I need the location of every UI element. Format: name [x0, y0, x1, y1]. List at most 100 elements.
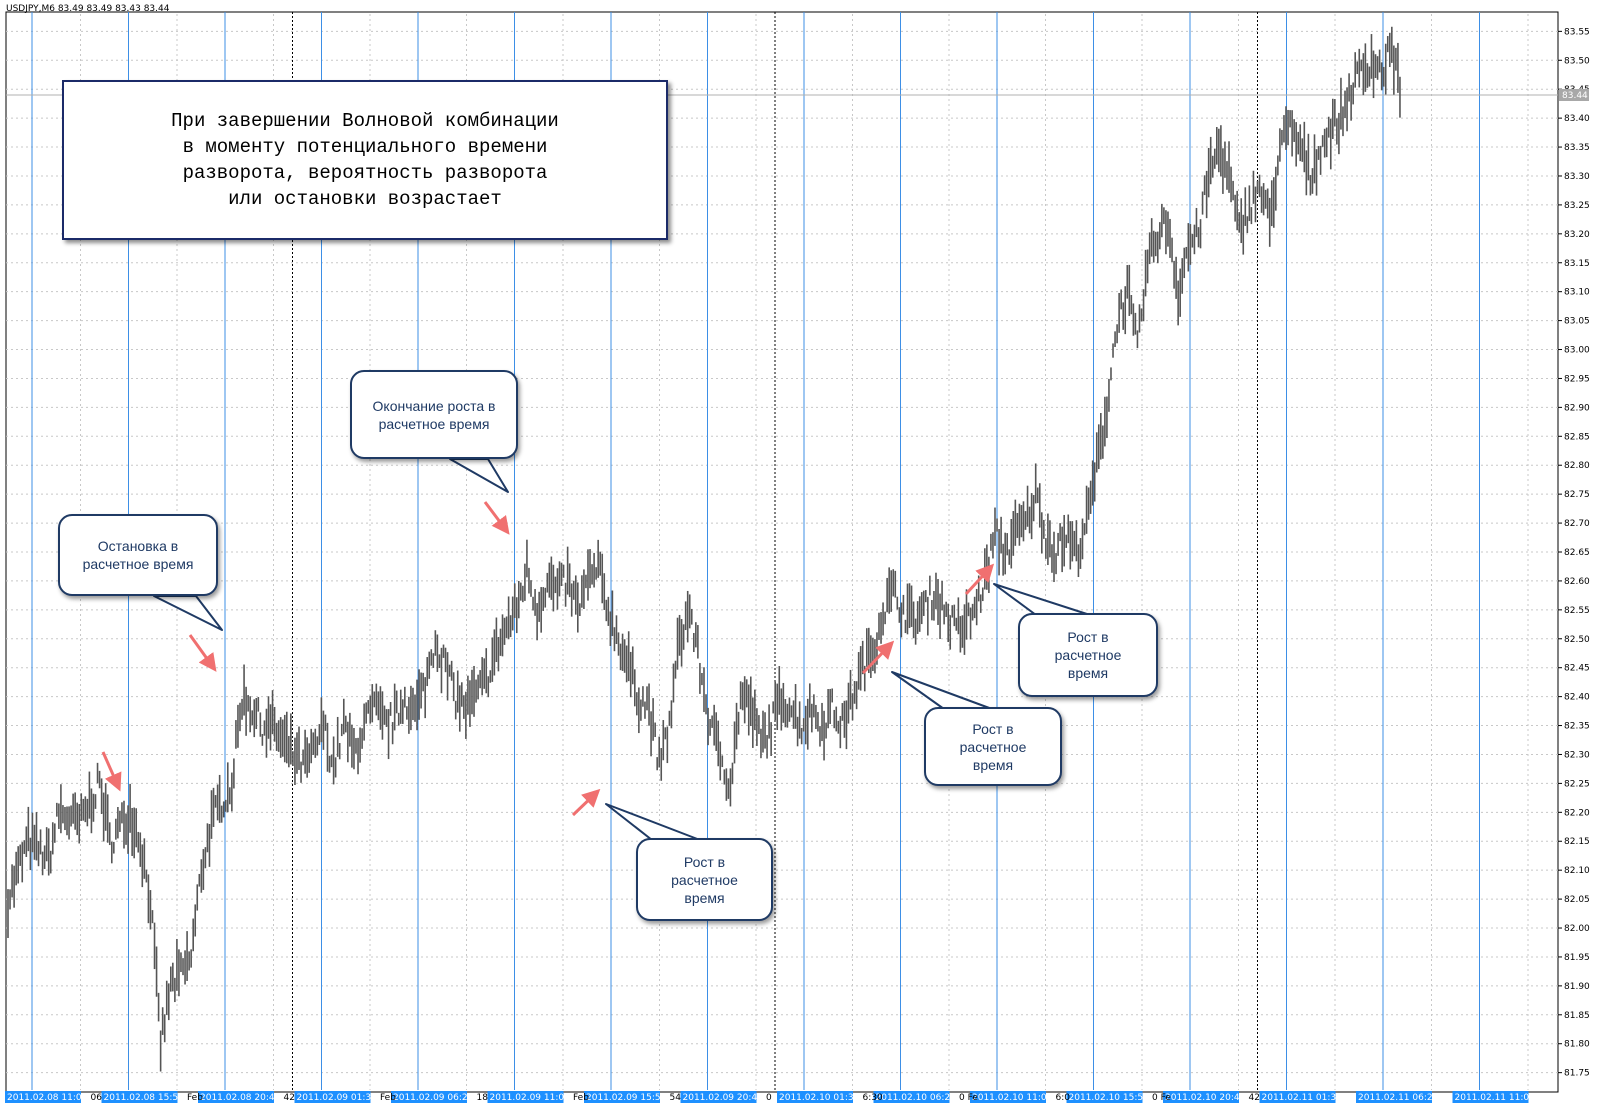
x-tick-fragment: 6:0: [1056, 1093, 1071, 1103]
x-tick-label: 2011.02.10 01:32: [779, 1093, 859, 1103]
y-tick-label: 82.20: [1564, 808, 1590, 818]
x-tick-label: 2011.02.08 11:08: [7, 1093, 88, 1103]
red-arrow-6: [964, 563, 995, 596]
x-tick-fragment: 0 Fe: [1152, 1093, 1171, 1103]
y-tick-label: 82.55: [1564, 606, 1590, 616]
current-price-label-bg: [1559, 88, 1589, 101]
y-tick-label: 83.40: [1564, 114, 1590, 124]
x-tick-label: 2011.02.11 01:32: [1262, 1093, 1342, 1103]
red-arrow-1: [101, 751, 122, 792]
x-label-bg: [1259, 1091, 1336, 1103]
annotation-main-text: При завершении Волновой комбинации в мом…: [171, 110, 559, 210]
x-tick-fragment: 06: [91, 1093, 103, 1103]
y-tick-label: 82.85: [1564, 432, 1590, 442]
price-bars: [7, 26, 1401, 1072]
y-tick-label: 82.05: [1564, 895, 1590, 905]
y-tick-label: 83.25: [1564, 201, 1590, 211]
y-tick-label: 82.00: [1564, 924, 1590, 934]
y-tick-label: 82.45: [1564, 664, 1590, 674]
x-tick-label: 2011.02.08 20:44: [200, 1093, 281, 1103]
x-label-bg: [101, 1091, 178, 1103]
y-tick-label: 82.10: [1564, 866, 1590, 876]
y-tick-label: 81.75: [1564, 1069, 1590, 1079]
annotation-main-box: При завершении Волновой комбинации в мом…: [62, 80, 668, 240]
x-tick-label: 2011.02.10 20:44: [1165, 1093, 1246, 1103]
y-tick-label: 82.75: [1564, 490, 1590, 500]
x-tick-label: 2011.02.10 06:20: [876, 1093, 957, 1103]
x-tick-fragment: 42: [284, 1093, 295, 1103]
x-tick-fragment: Feb: [573, 1093, 589, 1103]
y-tick-label: 82.35: [1564, 722, 1590, 732]
x-label-bg: [970, 1091, 1046, 1103]
x-tick-fragment: 0 Fe: [959, 1093, 978, 1103]
x-tick-label: 2011.02.10 15:56: [1069, 1093, 1150, 1103]
x-tick-label: 2011.02.10 11:08: [972, 1093, 1053, 1103]
y-tick-label: 82.25: [1564, 779, 1590, 789]
y-tick-label: 83.15: [1564, 259, 1590, 269]
y-tick-label: 81.95: [1564, 953, 1590, 963]
y-tick-label: 83.20: [1564, 230, 1590, 240]
x-label-bg: [1452, 1091, 1529, 1103]
y-tick-label: 82.65: [1564, 548, 1590, 558]
x-tick-label: 2011.02.11 11:08: [1455, 1093, 1536, 1103]
y-tick-label: 83.50: [1564, 56, 1590, 66]
x-tick-label: 2011.02.09 20:44: [683, 1093, 764, 1103]
y-tick-label: 82.15: [1564, 837, 1590, 847]
x-label-bg: [873, 1091, 950, 1103]
callout-tail-2: [449, 458, 509, 493]
x-tick-fragment: Feb: [187, 1093, 203, 1103]
x-tick-fragment: 54: [670, 1093, 682, 1103]
callout-tail-1: [153, 595, 223, 631]
x-tick-label: 2011.02.08 15:56: [104, 1093, 185, 1103]
x-tick-fragment: 6:30: [863, 1093, 883, 1103]
x-label-bg: [391, 1091, 467, 1103]
y-tick-label: 82.90: [1564, 403, 1590, 413]
y-tick-label: 82.30: [1564, 750, 1590, 760]
y-tick-label: 81.85: [1564, 1011, 1590, 1021]
red-arrow-2: [188, 634, 217, 672]
y-tick-label: 82.60: [1564, 577, 1590, 587]
y-tick-label: 83.30: [1564, 172, 1590, 182]
callout-growth-2: Рост в расчетное время: [924, 707, 1062, 786]
red-arrow-4: [571, 788, 601, 817]
y-tick-label: 83.00: [1564, 346, 1590, 356]
x-label-bg: [198, 1091, 274, 1103]
x-label-bg: [1066, 1091, 1143, 1103]
x-tick-label: 2011.02.11 06:20: [1358, 1093, 1439, 1103]
y-tick-label: 82.40: [1564, 693, 1590, 703]
y-tick-label: 83.05: [1564, 317, 1590, 327]
y-tick-label: 83.10: [1564, 288, 1590, 298]
x-tick-fragment: 0: [766, 1093, 772, 1103]
x-tick-label: 2011.02.09 01:32: [297, 1093, 377, 1103]
x-label-bg: [5, 1091, 81, 1103]
callout-growth-1: Рост в расчетное время: [636, 838, 773, 921]
x-label-bg: [487, 1091, 564, 1103]
y-tick-label: 82.70: [1564, 519, 1590, 529]
red-arrow-5: [861, 640, 895, 675]
x-tick-label: 2011.02.09 11:08: [490, 1093, 571, 1103]
y-tick-label: 81.80: [1564, 1040, 1590, 1050]
callout-growth-3: Рост в расчетное время: [1018, 613, 1158, 697]
x-tick-label: 2011.02.09 06:20: [393, 1093, 474, 1103]
y-tick-label: 82.80: [1564, 461, 1590, 471]
x-tick-fragment: Feb: [380, 1093, 396, 1103]
x-tick-fragment: 18: [477, 1093, 489, 1103]
y-tick-label: 83.35: [1564, 143, 1590, 153]
y-tick-label: 83.55: [1564, 27, 1590, 37]
y-tick-label: 82.50: [1564, 635, 1590, 645]
current-price-label: 83.44: [1562, 91, 1588, 101]
x-label-bg: [1356, 1091, 1432, 1103]
chart-title: USDJPY,M6 83.49 83.49 83.43 83.44: [6, 4, 170, 14]
y-tick-label: 81.90: [1564, 982, 1590, 992]
x-label-bg: [777, 1091, 853, 1103]
y-tick-label: 82.95: [1564, 374, 1590, 384]
x-label-bg: [294, 1091, 371, 1103]
x-tick-fragment: 42: [1249, 1093, 1260, 1103]
callout-end-growth: Окончание роста в расчетное время: [350, 370, 518, 459]
x-label-bg: [584, 1091, 660, 1103]
x-label-bg: [680, 1091, 757, 1103]
callout-stop: Остановка в расчетное время: [58, 514, 218, 596]
red-arrow-3: [483, 501, 510, 535]
x-tick-label: 2011.02.09 15:56: [586, 1093, 667, 1103]
x-label-bg: [1163, 1091, 1239, 1103]
